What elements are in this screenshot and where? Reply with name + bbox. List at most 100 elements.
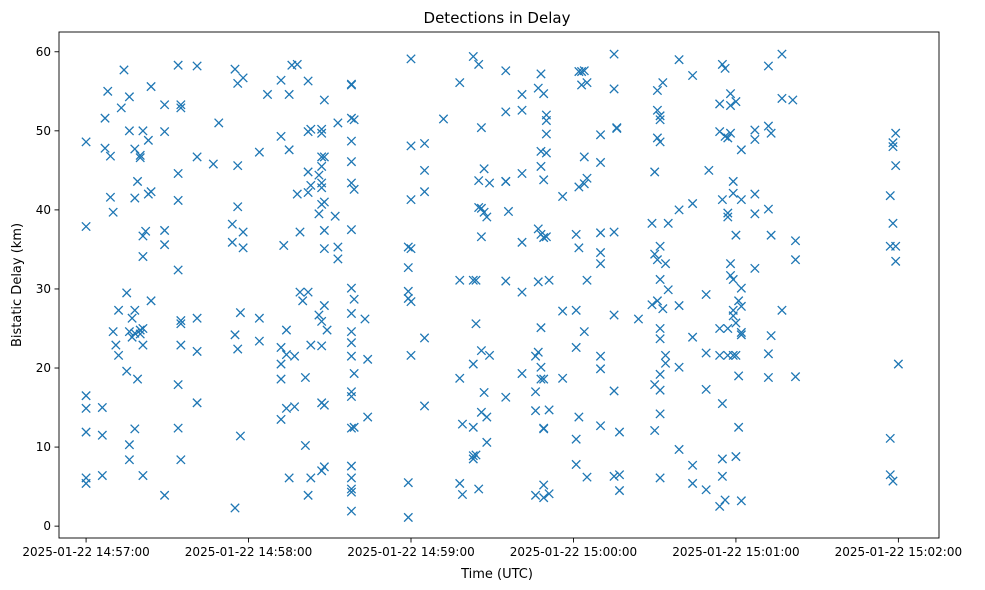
data-point	[279, 240, 289, 251]
data-point	[660, 350, 671, 361]
data-point	[254, 313, 265, 323]
data-point	[403, 477, 413, 488]
data-point	[658, 304, 668, 314]
data-point	[728, 350, 738, 361]
data-point	[113, 350, 124, 361]
data-point	[750, 189, 760, 199]
y-tick-label: 60	[36, 45, 51, 59]
x-tick-label: 2025-01-22 14:58:00	[185, 545, 312, 559]
data-point	[777, 93, 787, 104]
data-point	[238, 73, 248, 83]
data-point	[135, 153, 145, 163]
data-point	[346, 326, 357, 337]
data-point	[300, 440, 311, 451]
data-point	[173, 423, 183, 433]
data-point	[176, 340, 186, 350]
data-point	[717, 59, 728, 70]
data-point	[501, 176, 511, 187]
data-point	[655, 274, 665, 285]
data-point	[173, 60, 183, 70]
data-point	[113, 305, 124, 315]
data-point	[346, 338, 357, 348]
data-point	[303, 187, 313, 198]
data-point	[105, 151, 116, 161]
data-point	[292, 189, 302, 199]
data-point	[316, 466, 327, 476]
data-point	[674, 55, 684, 65]
data-point	[319, 400, 330, 410]
data-point	[306, 340, 316, 350]
data-point	[289, 351, 300, 361]
data-point	[574, 182, 584, 192]
data-point	[571, 342, 581, 353]
data-point	[533, 224, 543, 234]
data-point	[539, 175, 549, 185]
data-point	[595, 364, 606, 374]
data-point	[557, 306, 568, 316]
data-point	[349, 368, 359, 379]
data-point	[647, 218, 657, 228]
data-point	[455, 478, 465, 489]
data-point	[316, 183, 327, 193]
data-point	[457, 489, 468, 500]
data-point	[192, 346, 202, 357]
data-point	[484, 350, 495, 361]
data-point	[674, 205, 684, 215]
data-point	[159, 100, 170, 110]
data-point	[750, 134, 760, 145]
data-point	[609, 310, 619, 320]
data-point	[725, 270, 736, 281]
data-point	[725, 258, 736, 269]
data-point	[720, 495, 730, 505]
data-point	[609, 471, 619, 481]
data-point	[316, 178, 327, 188]
data-point	[733, 371, 744, 381]
data-point	[284, 89, 294, 100]
data-point	[888, 138, 898, 148]
data-point	[655, 111, 665, 121]
data-point	[468, 454, 478, 464]
data-point	[346, 80, 357, 90]
data-point	[173, 195, 183, 206]
data-point	[138, 231, 148, 241]
data-point	[501, 392, 511, 402]
data-point	[127, 332, 137, 342]
data-point	[687, 332, 698, 342]
data-point	[687, 198, 698, 209]
data-point	[614, 470, 625, 480]
data-point	[468, 451, 478, 461]
data-point	[276, 342, 286, 353]
y-tick-label: 50	[36, 124, 51, 138]
data-point	[138, 340, 148, 350]
data-point	[687, 460, 698, 470]
data-point	[314, 209, 324, 219]
data-point	[230, 330, 240, 340]
data-point	[723, 323, 733, 334]
data-point	[655, 409, 665, 419]
data-point	[303, 76, 313, 86]
data-point	[715, 350, 725, 361]
data-point	[235, 308, 246, 318]
data-point	[81, 391, 91, 401]
data-point	[533, 347, 543, 357]
data-point	[790, 255, 801, 265]
data-point	[316, 128, 327, 138]
data-point	[725, 89, 736, 99]
data-point	[517, 237, 527, 247]
data-point	[108, 207, 118, 217]
data-point	[100, 113, 110, 123]
data-point	[736, 496, 746, 506]
data-point	[208, 159, 218, 169]
data-point	[720, 131, 730, 142]
data-point	[419, 401, 430, 411]
y-tick-label: 10	[36, 440, 51, 454]
x-tick-label: 2025-01-22 15:01:00	[672, 545, 799, 559]
data-point	[97, 430, 107, 440]
data-point	[579, 179, 589, 189]
data-point	[723, 208, 733, 218]
x-tick-label: 2025-01-22 14:59:00	[347, 545, 474, 559]
data-point	[176, 100, 186, 110]
data-point	[579, 326, 589, 337]
data-point	[438, 114, 449, 124]
data-point	[571, 305, 581, 315]
